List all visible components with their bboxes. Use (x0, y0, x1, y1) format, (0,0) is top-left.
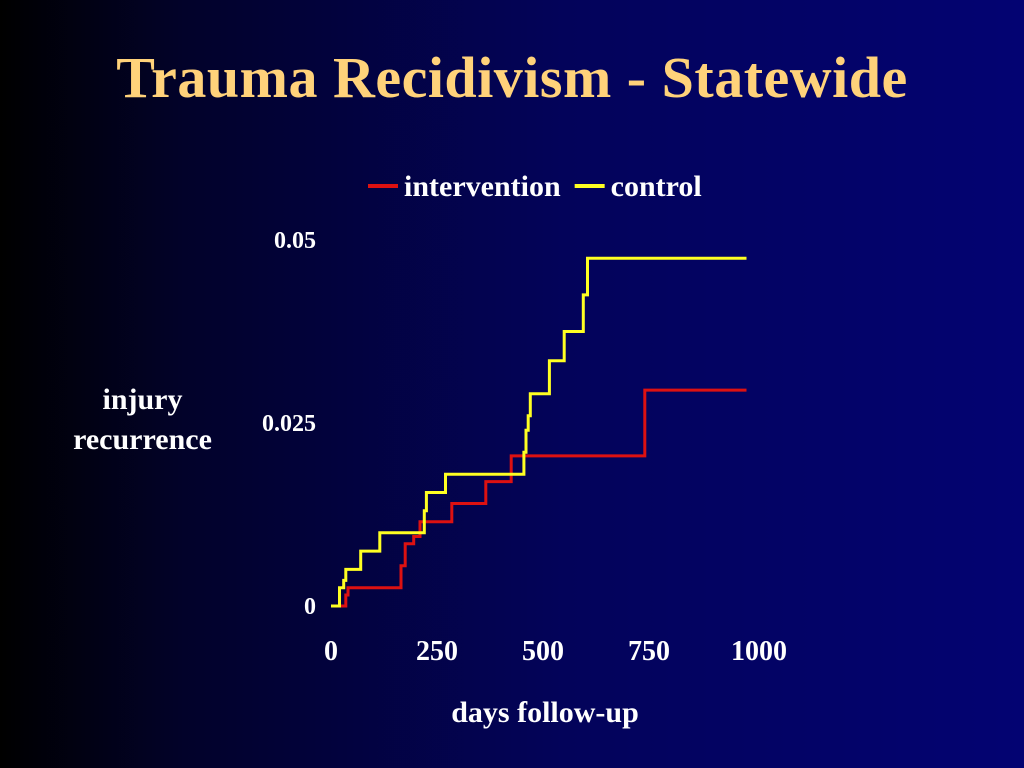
y-axis-label-line-2: recurrence (73, 423, 212, 456)
y-axis-ticks: 0 0.025 0.05 (262, 228, 316, 620)
legend: intervention control (368, 170, 702, 203)
y-axis-label: injury recurrence (40, 380, 245, 460)
series-layer (331, 256, 747, 608)
slide-title: Trauma Recidivism - Statewide (116, 45, 908, 110)
y-tick-label: 0.05 (274, 228, 316, 254)
series-line-intervention (331, 388, 747, 608)
legend-label-control: control (611, 170, 702, 203)
x-axis-ticks: 0 250 500 750 1000 (324, 636, 787, 667)
y-tick-label: 0.025 (262, 411, 316, 437)
y-tick-label: 0 (304, 594, 316, 620)
y-axis-label-line-1: injury (102, 383, 183, 416)
x-axis-label: days follow-up (451, 696, 639, 729)
x-tick-label: 0 (324, 636, 338, 667)
x-tick-label: 500 (522, 636, 564, 667)
x-tick-label: 750 (628, 636, 670, 667)
x-tick-label: 250 (416, 636, 458, 667)
x-tick-label: 1000 (731, 636, 787, 667)
legend-label-intervention: intervention (404, 170, 561, 203)
series-line-control (331, 256, 747, 608)
